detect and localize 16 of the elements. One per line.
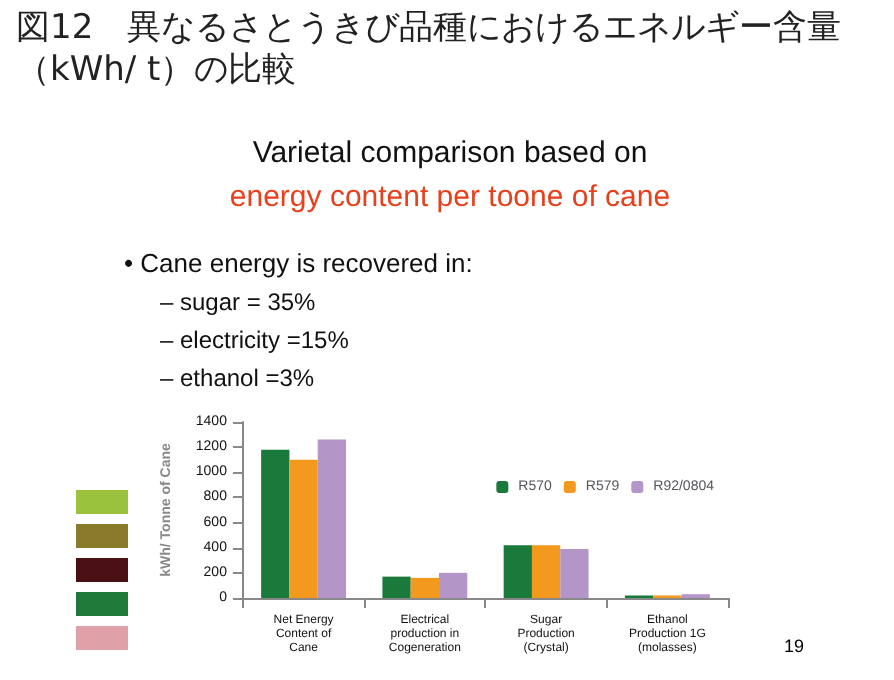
bar xyxy=(503,545,532,598)
bar xyxy=(317,439,347,598)
bar xyxy=(531,545,561,598)
bar xyxy=(410,577,439,598)
bar xyxy=(438,572,468,598)
bar xyxy=(382,576,411,598)
bar xyxy=(560,548,589,598)
bar xyxy=(261,449,290,598)
text: – ethanol =3% xyxy=(158,362,317,396)
text: – electricity =15% xyxy=(158,324,351,358)
chart-title: 図12 異なるさとうきび品種におけるエネルギー含量（kWh/ t）の比較 xyxy=(16,8,844,92)
text: – sugar = 35% xyxy=(158,286,318,320)
chart-subtitle: Varietal comparison based on energy content per toone of cane xyxy=(227,134,673,218)
bar xyxy=(289,459,318,598)
text: 19 xyxy=(784,636,805,656)
text: • Cane energy is recovered in: xyxy=(124,246,473,282)
